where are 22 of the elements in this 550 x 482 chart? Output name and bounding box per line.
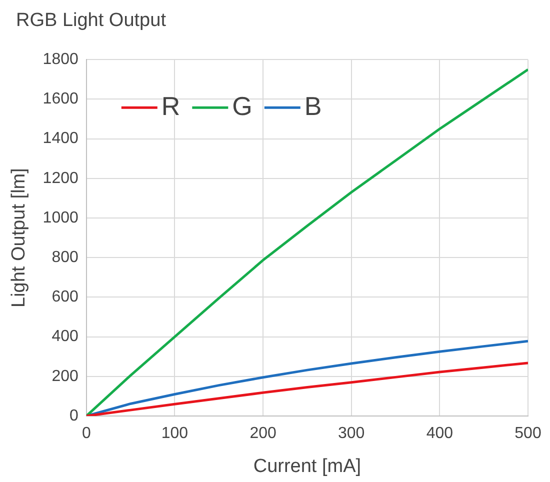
y-tick-label: 1400 [42, 130, 78, 148]
y-tick-label: 200 [52, 368, 78, 385]
legend-label: G [232, 90, 252, 121]
y-tick-label: 1600 [42, 90, 78, 108]
x-tick-label: 300 [338, 425, 365, 442]
y-tick-label: 400 [52, 328, 78, 346]
legend-label: R [161, 90, 180, 121]
y-axis-title: Light Output [lm] [8, 168, 30, 308]
y-tick-label: 800 [52, 249, 78, 266]
chart-title: RGB Light Output [16, 10, 166, 32]
y-tick-label: 1200 [42, 170, 78, 187]
x-tick-label: 400 [426, 425, 454, 442]
y-tick-label: 1800 [42, 51, 78, 68]
x-tick-label: 0 [82, 425, 91, 442]
x-tick-label: 200 [250, 425, 276, 442]
legend-label: B [304, 90, 322, 121]
y-tick-label: 600 [52, 288, 78, 306]
y-tick-label: 0 [69, 407, 78, 424]
x-axis-title: Current [mA] [253, 456, 362, 477]
y-tick-label: 1000 [42, 209, 78, 226]
x-tick-label: 100 [161, 425, 188, 442]
x-tick-label: 500 [514, 425, 542, 442]
